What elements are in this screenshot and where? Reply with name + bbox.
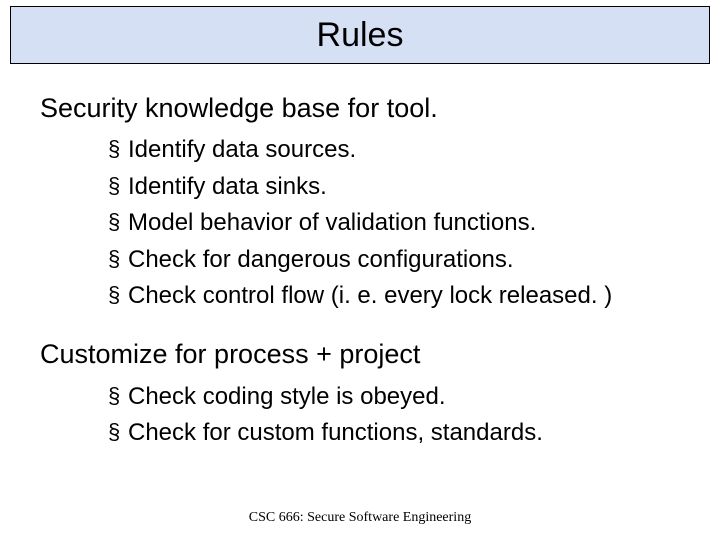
bullet-icon: § bbox=[108, 417, 128, 447]
bullet-icon: § bbox=[108, 280, 128, 310]
bullet-list: § Identify data sources. § Identify data… bbox=[40, 134, 680, 312]
bullet-list: § Check coding style is obeyed. § Check … bbox=[40, 381, 680, 450]
bullet-icon: § bbox=[108, 244, 128, 274]
section-heading: Customize for process + project bbox=[40, 338, 680, 370]
bullet-text: Check coding style is obeyed. bbox=[128, 381, 446, 413]
title-bar: Rules bbox=[10, 6, 710, 64]
bullet-text: Identify data sinks. bbox=[128, 171, 327, 203]
section-heading: Security knowledge base for tool. bbox=[40, 92, 680, 124]
slide-footer: CSC 666: Secure Software Engineering bbox=[0, 510, 720, 526]
list-item: § Check for dangerous configurations. bbox=[108, 244, 680, 276]
list-item: § Model behavior of validation functions… bbox=[108, 207, 680, 239]
list-item: § Check coding style is obeyed. bbox=[108, 381, 680, 413]
slide-body: Security knowledge base for tool. § Iden… bbox=[0, 64, 720, 450]
list-item: § Check control flow (i. e. every lock r… bbox=[108, 280, 680, 312]
slide-title: Rules bbox=[317, 16, 404, 55]
bullet-icon: § bbox=[108, 171, 128, 201]
bullet-text: Check control flow (i. e. every lock rel… bbox=[128, 280, 612, 312]
bullet-text: Check for custom functions, standards. bbox=[128, 417, 543, 449]
bullet-icon: § bbox=[108, 207, 128, 237]
bullet-text: Identify data sources. bbox=[128, 134, 356, 166]
list-item: § Identify data sinks. bbox=[108, 171, 680, 203]
bullet-text: Model behavior of validation functions. bbox=[128, 207, 536, 239]
slide: Rules Security knowledge base for tool. … bbox=[0, 6, 720, 540]
bullet-icon: § bbox=[108, 381, 128, 411]
list-item: § Check for custom functions, standards. bbox=[108, 417, 680, 449]
list-item: § Identify data sources. bbox=[108, 134, 680, 166]
bullet-text: Check for dangerous configurations. bbox=[128, 244, 514, 276]
bullet-icon: § bbox=[108, 134, 128, 164]
